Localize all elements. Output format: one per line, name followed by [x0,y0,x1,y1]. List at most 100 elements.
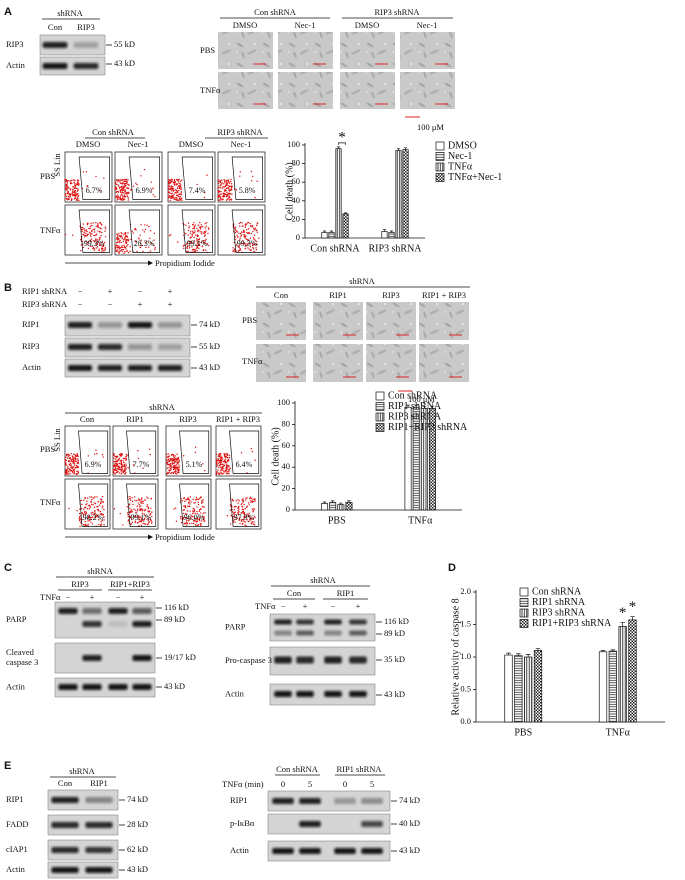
legend-swatch [375,423,385,432]
flow-event [242,242,244,244]
row-label: PBS [242,315,257,325]
flow-event [200,233,203,235]
flow-event [186,510,189,512]
flow-event [173,471,175,473]
flow-event [114,466,116,468]
flow-event [178,186,181,189]
flow-event [124,241,127,244]
error-bar [430,405,435,409]
blot-band [85,867,113,873]
flow-event [225,468,228,470]
flow-event [120,232,122,234]
flow-event [115,246,117,248]
flow-event [228,182,231,184]
blot-band [51,822,79,828]
flow-event [134,228,136,231]
flow-event [85,235,87,237]
flow-event [137,518,140,520]
flow-event [233,249,236,251]
flow-event [204,242,207,244]
flow-event [222,472,225,475]
flow-event [127,519,130,521]
flow-event [70,466,72,468]
flow-event [240,452,243,454]
flow-event [88,227,90,230]
flow-event [230,189,233,191]
flow-event [239,232,242,235]
flow-event [118,185,120,187]
flow-event [185,498,187,501]
flow-event [228,468,230,471]
flow-event [174,189,176,191]
flow-event [89,225,92,227]
flow-event [153,245,155,247]
flow-event [100,500,102,502]
size-label: 43 kD [164,681,185,691]
flow-event [196,250,198,252]
size-label: 116 kD [384,616,409,626]
flow-event [191,246,193,248]
blot-band [334,848,356,854]
flow-event [229,467,232,470]
flow-event [73,453,75,455]
flow-event [74,473,76,475]
flow-event [119,191,122,194]
flow-event [119,455,122,457]
gate-percent: 28.3% [134,239,155,248]
micrograph [419,344,469,382]
error-bar [403,147,408,150]
flow-event [244,247,246,250]
flow-event [124,178,126,181]
flow-event [96,508,99,511]
flow-event [151,188,153,191]
flow-event [147,522,150,524]
flow-event [88,515,90,517]
flow-event [179,183,181,185]
flow-event [135,240,137,243]
flow-event [226,198,229,201]
flow-event [185,512,187,515]
flow-event [180,517,182,520]
flow-event [120,241,122,244]
flow-event [127,244,129,246]
blot-band [42,63,68,69]
flow-event [168,185,171,187]
flow-event [121,463,123,465]
flow-event [100,521,102,523]
flow-event [115,191,117,194]
flow-event [196,517,198,519]
size-label: 55 kD [114,39,135,49]
flow-plot [114,151,163,203]
blot-strip [39,34,106,56]
flow-event [120,460,123,462]
flow-event [64,461,66,463]
flow-event [198,518,201,521]
flow-event [81,230,83,233]
lane-label: Con [58,778,73,788]
flow-event [69,182,72,185]
flow-event [73,472,75,474]
flow-event [177,469,180,471]
flow-event [197,503,200,506]
flow-event [86,241,88,244]
flow-event [89,516,92,519]
flow-event [191,512,194,515]
flow-event [176,187,179,189]
flow-event [237,513,239,515]
flow-event [219,452,222,455]
flow-event [120,193,123,196]
micrograph [340,72,395,109]
flow-event [122,465,124,468]
flow-event [223,195,226,198]
y-tick-label: 0 [296,232,300,242]
flow-event [133,496,136,498]
group-label: RIP1+RIP3 [110,579,150,589]
flow-event [174,471,176,473]
y-tick-label: 0.5 [460,683,471,693]
flow-event [144,514,146,517]
blot-strip [47,839,119,861]
flow-event [173,465,175,467]
flow-event [222,466,225,468]
flow-event [178,182,180,184]
row-label: FADD [6,819,29,829]
